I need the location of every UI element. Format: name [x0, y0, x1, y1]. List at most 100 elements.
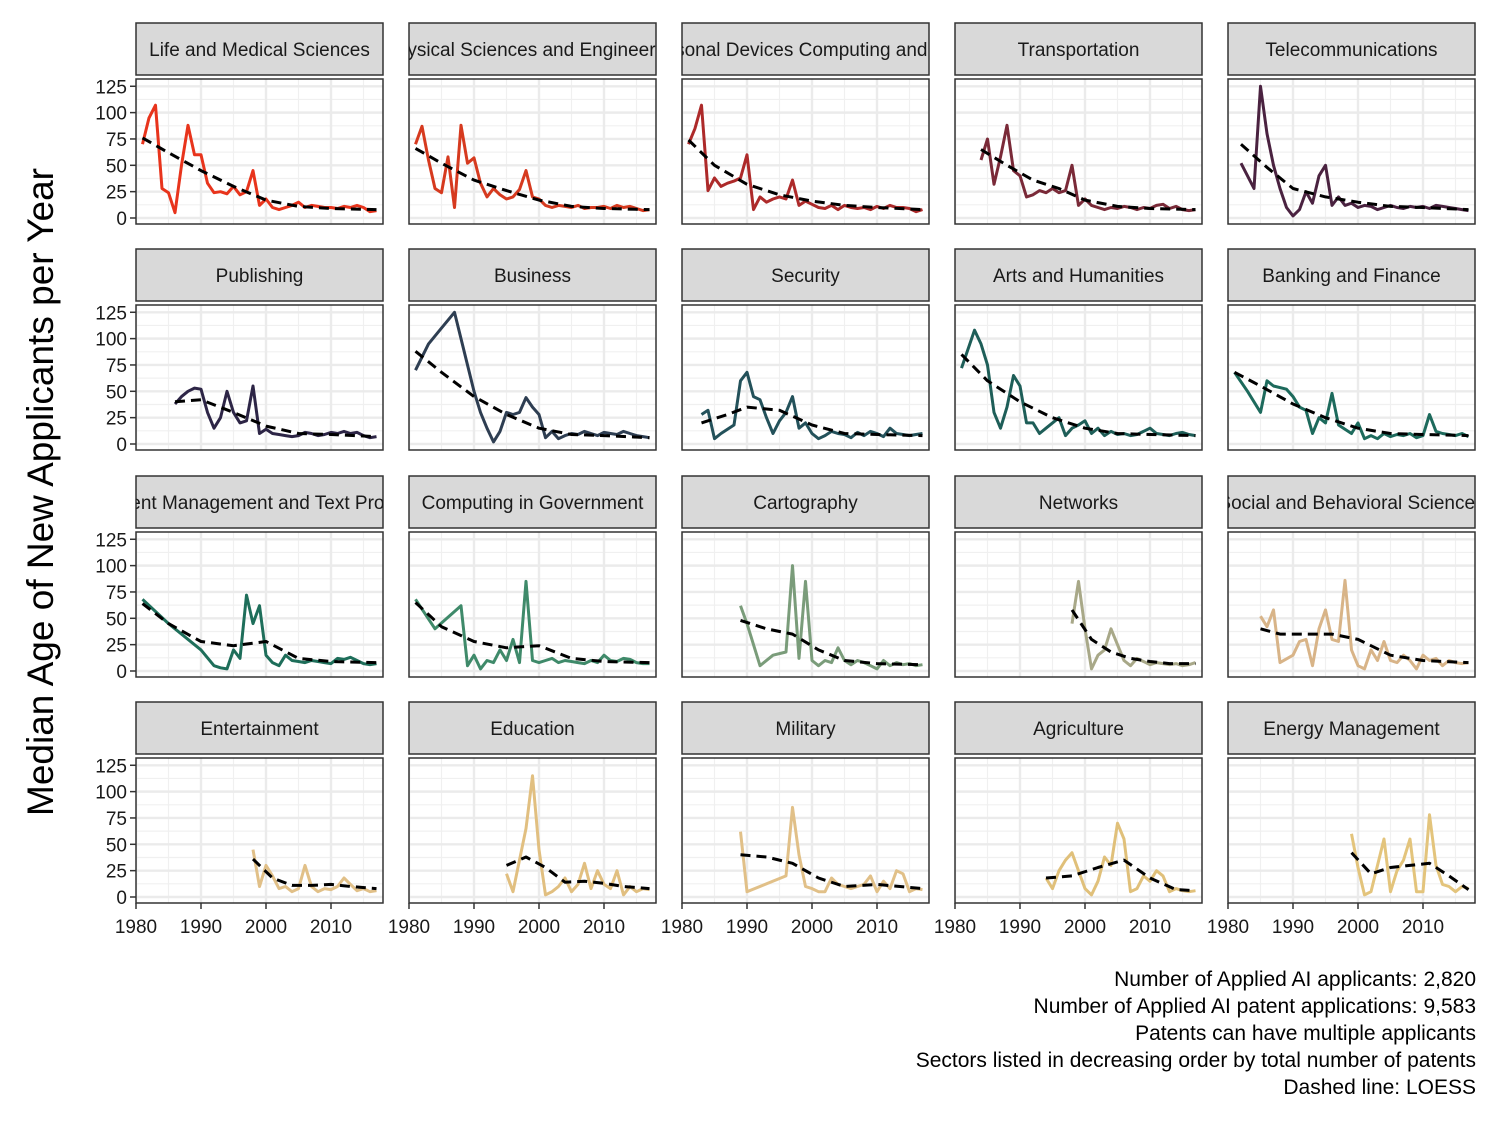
y-tick-label: 125 — [95, 77, 127, 98]
y-tick-label: 100 — [95, 104, 127, 125]
series-line — [1044, 821, 1196, 897]
caption-line-multiple: Patents can have multiple applicants — [1135, 1022, 1476, 1045]
loess-line — [701, 405, 923, 438]
series-line — [1070, 579, 1196, 671]
panel-border — [681, 531, 930, 678]
panel-strip — [135, 22, 384, 76]
y-tick-label: 50 — [106, 835, 127, 856]
panel-title: Telecommunications — [1265, 40, 1437, 61]
panel-border — [408, 757, 657, 904]
series-line — [1259, 578, 1469, 671]
series-line — [700, 370, 923, 441]
loess-line — [740, 853, 923, 891]
caption-line-applications: Number of Applied AI patent applications… — [1033, 995, 1476, 1018]
caption-line-order: Sectors listed in decreasing order by to… — [915, 1049, 1476, 1072]
panel-border — [954, 531, 1203, 678]
panel-background — [1228, 758, 1475, 903]
panel-background — [1228, 305, 1475, 450]
loess-line — [414, 601, 650, 665]
y-tick-label: 125 — [95, 530, 127, 551]
panel-title: Physical Sciences and Engineering — [384, 40, 681, 61]
loess-line — [251, 858, 377, 891]
loess-line — [174, 398, 377, 439]
y-tick-label: 75 — [106, 356, 127, 377]
series-line — [414, 310, 650, 444]
panel-20: Energy Management 1980 1990 2000 2010 — [1207, 701, 1476, 938]
panel-title: Computing in Government — [422, 493, 644, 514]
panel-border — [135, 304, 384, 451]
panel-border — [681, 78, 930, 225]
x-tick-label: 2000 — [1064, 917, 1106, 938]
series-line — [173, 384, 377, 440]
y-tick-label: 25 — [106, 183, 127, 204]
panel-9: Arts and Humanities — [954, 248, 1203, 451]
x-tick-label: 1980 — [115, 917, 157, 938]
series-line — [1350, 813, 1469, 897]
loess-line — [1350, 851, 1470, 891]
y-tick-label: 0 — [116, 888, 127, 909]
y-tick-label: 75 — [106, 583, 127, 604]
panel-border — [954, 757, 1203, 904]
series-line — [505, 774, 650, 897]
y-tick-label: 25 — [106, 636, 127, 657]
panel-14: Networks — [954, 475, 1203, 678]
panel-title: Cartography — [753, 493, 858, 514]
panel-2: Physical Sciences and Engineering — [384, 22, 681, 225]
panel-5: Telecommunications — [1227, 22, 1476, 225]
panel-1: Life and Medical Sciences 0 25 50 75 100 125 — [95, 22, 384, 230]
panel-6: Publishing 0 25 50 75 100 125 — [95, 248, 384, 456]
panel-strip — [408, 701, 657, 755]
panel-title: Social and Behavioral Sciences — [1218, 493, 1484, 514]
panel-border — [681, 757, 930, 904]
panel-title: Entertainment — [200, 719, 319, 740]
loess-line — [1260, 627, 1469, 665]
x-tick-label: 2000 — [791, 917, 833, 938]
x-tick-label: 1990 — [180, 917, 222, 938]
panel-background — [955, 532, 1202, 677]
panel-border — [681, 304, 930, 451]
panel-border — [135, 78, 384, 225]
panel-19: Agriculture 1980 1990 2000 2010 — [934, 701, 1203, 938]
y-tick-label: 100 — [95, 557, 127, 578]
panel-title: Energy Management — [1263, 719, 1440, 740]
y-tick-label: 25 — [106, 862, 127, 883]
panel-title: Arts and Humanities — [993, 266, 1164, 287]
panel-7: Business — [408, 248, 657, 451]
x-tick-label: 1980 — [934, 917, 976, 938]
panel-10: Banking and Finance — [1227, 248, 1476, 451]
x-tick-label: 1990 — [726, 917, 768, 938]
series-line — [960, 328, 1196, 438]
panel-border — [1227, 78, 1476, 225]
y-tick-label: 0 — [116, 209, 127, 230]
y-tick-label: 100 — [95, 330, 127, 351]
series-line — [1239, 84, 1469, 218]
panel-strip — [408, 22, 657, 76]
panel-15: Social and Behavioral Sciences — [1218, 475, 1484, 678]
panel-border — [954, 78, 1203, 225]
caption-line-applicants: Number of Applied AI applicants: 2,820 — [1114, 968, 1476, 991]
x-tick-label: 2000 — [518, 917, 560, 938]
y-tick-label: 25 — [106, 409, 127, 430]
loess-line — [141, 602, 377, 665]
loess-line — [1240, 143, 1469, 212]
panel-12: Computing in Government — [408, 475, 657, 678]
y-tick-label: 125 — [95, 303, 127, 324]
panel-strip — [954, 248, 1203, 302]
loess-line — [1045, 858, 1196, 893]
x-tick-label: 2000 — [245, 917, 287, 938]
panel-strip — [135, 701, 384, 755]
caption-line-loess: Dashed line: LOESS — [1283, 1076, 1476, 1099]
panel-11: Document Management and Text Processing 0… — [95, 475, 384, 683]
x-tick-label: 1980 — [661, 917, 703, 938]
x-tick-label: 1980 — [388, 917, 430, 938]
panel-border — [408, 78, 657, 225]
y-tick-label: 50 — [106, 156, 127, 177]
panel-strip — [954, 22, 1203, 76]
panel-strip — [1227, 701, 1476, 755]
panel-strip — [954, 475, 1203, 529]
panel-title: Transportation — [1018, 40, 1140, 61]
y-axis-title: Median Age of New Applicants per Year — [20, 168, 61, 816]
loess-line — [141, 136, 377, 212]
panel-border — [1227, 757, 1476, 904]
x-tick-label: 2010 — [1402, 917, 1444, 938]
